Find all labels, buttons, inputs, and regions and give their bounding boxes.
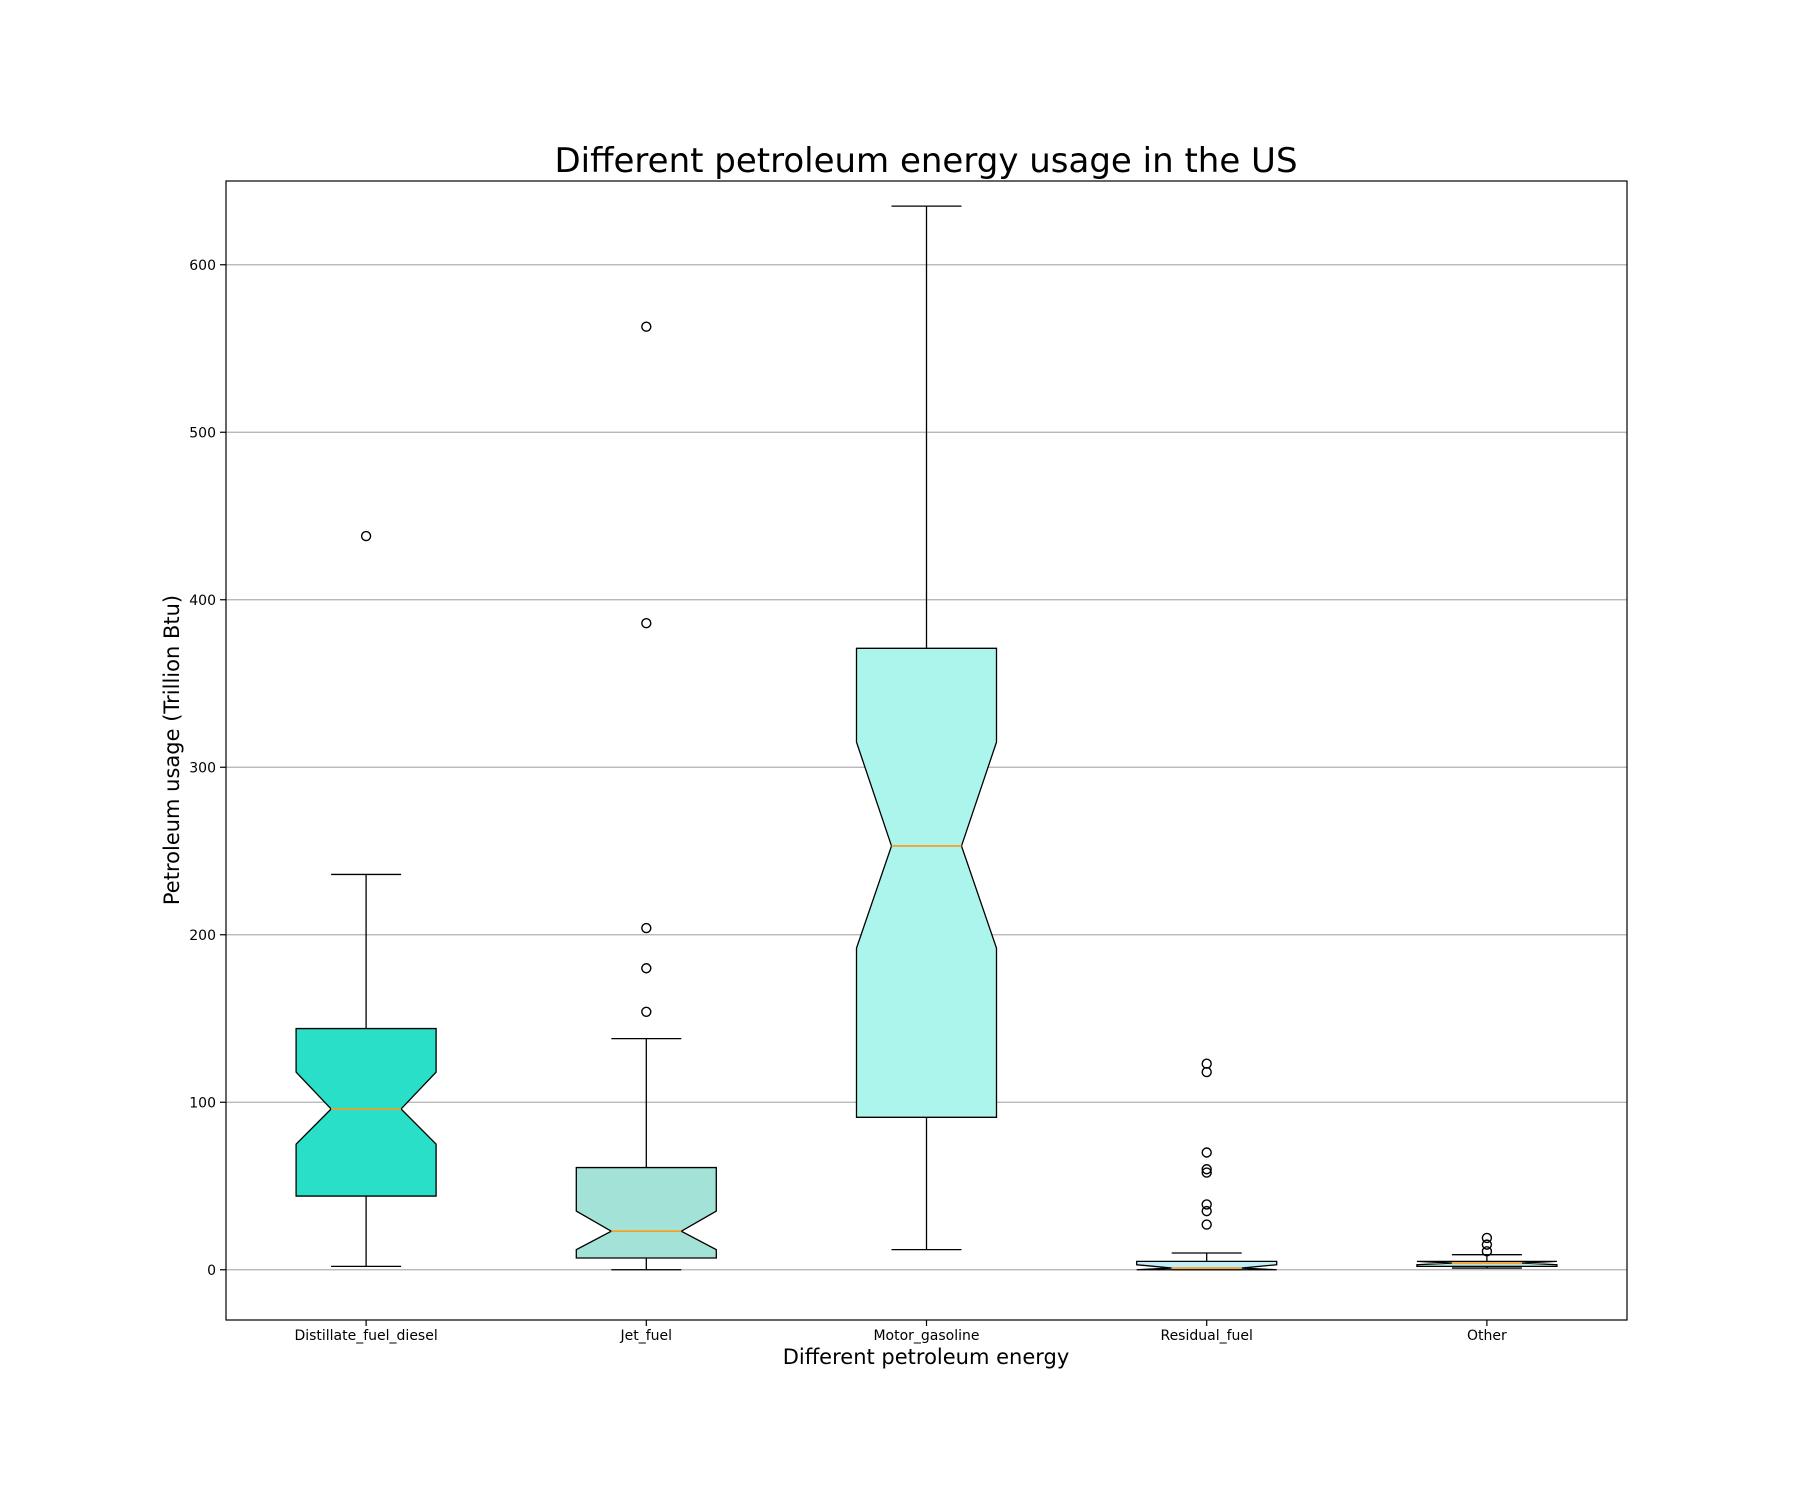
y-tick-label-300: 300 — [189, 760, 216, 776]
x-tick-label-Other: Other — [1467, 1328, 1507, 1344]
outlier-point-Other-0 — [1481, 1246, 1493, 1257]
outlier-point-Other-2 — [1481, 1232, 1493, 1244]
y-tick-label-600: 600 — [189, 258, 216, 274]
outlier-point-Jet_fuel-2 — [641, 922, 652, 934]
outlier-point-Jet_fuel-1 — [641, 963, 652, 974]
y-axis-ticks: 0 100 200 300 400 500 600 — [189, 258, 226, 1279]
boxes — [295, 205, 1558, 1271]
outlier-point-Residual_fuel-3 — [1201, 1167, 1212, 1178]
box-body-Jet_fuel — [575, 1166, 717, 1259]
y-tick-label-100: 100 — [189, 1095, 216, 1111]
chart-title: Different petroleum energy usage in the … — [554, 141, 1297, 181]
x-axis-label: Different petroleum energy — [783, 1345, 1070, 1369]
box-Other — [1416, 1232, 1558, 1269]
outlier-point-Other-1 — [1481, 1239, 1493, 1250]
box-Residual_fuel — [1136, 1058, 1278, 1271]
box-body-Distillate_fuel_diesel — [295, 1027, 437, 1197]
y-tick-label-0: 0 — [207, 1263, 216, 1279]
outlier-point-Residual_fuel-5 — [1201, 1147, 1212, 1158]
box-Motor_gasoline — [855, 205, 998, 1251]
box-Distillate_fuel_diesel — [295, 530, 437, 1268]
x-tick-label-Distillate_fuel_diesel: Distillate_fuel_diesel — [294, 1328, 437, 1344]
box-body-Motor_gasoline — [855, 647, 998, 1118]
y-axis-label: Petroleum usage (Trillion Btu) — [160, 595, 184, 905]
outlier-point-Distillate_fuel_diesel-0 — [360, 530, 372, 542]
y-tick-label-200: 200 — [189, 928, 216, 944]
y-tick-label-500: 500 — [189, 425, 216, 441]
outlier-point-Residual_fuel-1 — [1201, 1205, 1212, 1217]
outlier-point-Residual_fuel-6 — [1201, 1066, 1212, 1078]
box-body-Other — [1416, 1260, 1558, 1268]
box-Jet_fuel — [575, 321, 717, 1271]
outlier-point-Residual_fuel-4 — [1201, 1164, 1212, 1175]
x-tick-label-Residual_fuel: Residual_fuel — [1160, 1328, 1252, 1344]
outlier-point-Residual_fuel-0 — [1201, 1219, 1212, 1230]
x-tick-label-Jet_fuel: Jet_fuel — [620, 1328, 673, 1344]
outlier-point-Jet_fuel-3 — [641, 618, 652, 629]
outlier-point-Residual_fuel-7 — [1201, 1058, 1212, 1069]
outlier-point-Jet_fuel-0 — [641, 1006, 652, 1017]
x-axis-ticks: Distillate_fuel_diesel Jet_fuel Motor_gaso… — [294, 1320, 1507, 1344]
y-tick-label-400: 400 — [189, 593, 216, 609]
outlier-point-Residual_fuel-2 — [1201, 1199, 1212, 1210]
outlier-point-Jet_fuel-4 — [641, 321, 652, 332]
x-tick-label-Motor_gasoline: Motor_gasoline — [873, 1328, 979, 1344]
